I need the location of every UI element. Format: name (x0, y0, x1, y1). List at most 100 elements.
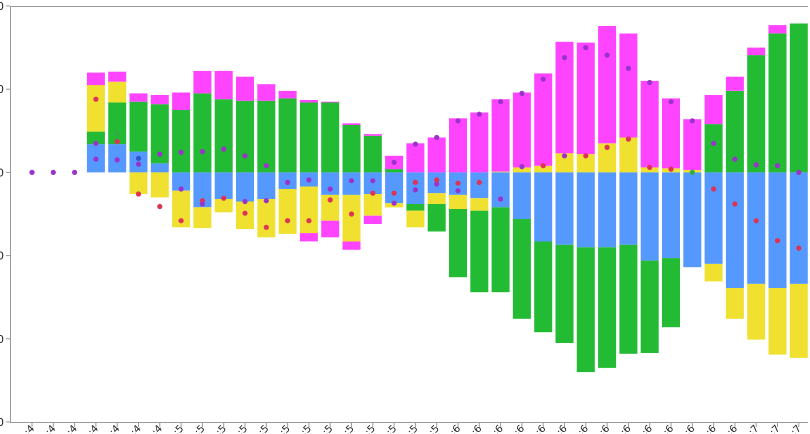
bar-segment-yellow (129, 172, 148, 194)
bar-segment-blue (619, 172, 638, 245)
bar-segment-magenta (768, 25, 787, 34)
bar-segment-yellow (747, 283, 766, 340)
y-tick-label: 0 (0, 166, 4, 179)
bar-segment-magenta (619, 33, 638, 138)
x-tick-label: :6 (448, 423, 463, 434)
bar-segment-yellow (534, 165, 553, 173)
bar-segment-magenta (299, 233, 318, 242)
bar-segment-blue (214, 172, 233, 199)
data-point-purple (732, 156, 738, 162)
x-tick-label: :6 (683, 423, 698, 434)
x-tick-label: :4 (65, 423, 80, 434)
x-tick-label: :4 (86, 423, 101, 434)
bar-segment-blue (576, 172, 595, 248)
data-point-purple (668, 99, 674, 105)
data-point-purple (285, 179, 291, 185)
data-point-red (625, 136, 632, 142)
x-tick-label: :6 (598, 423, 613, 434)
x-tick-label: :7 (768, 423, 783, 434)
bar-segment-magenta (427, 137, 446, 173)
bar-segment-yellow (214, 199, 233, 213)
bar-segment-magenta (342, 123, 361, 125)
bar-segment-magenta (363, 134, 382, 136)
data-point-red (412, 179, 418, 185)
data-point-red (263, 224, 269, 230)
bar-segment-green (257, 100, 276, 173)
bar-segment-blue (172, 172, 191, 191)
data-point-red (135, 191, 142, 197)
bar-segment-magenta (342, 241, 361, 250)
data-point-purple (29, 169, 35, 175)
bars-group (86, 23, 808, 373)
data-point-purple (135, 161, 142, 167)
data-point-purple (242, 198, 248, 205)
bar-segment-green (321, 102, 340, 173)
y-tick-label: 00 (0, 416, 4, 429)
y-tick-label: 00 (0, 83, 4, 96)
bar-segment-blue (150, 163, 169, 173)
bar-segment-green (619, 244, 638, 354)
data-point-red (178, 218, 184, 224)
bar-segment-magenta (257, 84, 276, 101)
data-point-red (604, 144, 610, 150)
data-point-purple (370, 178, 376, 184)
data-point-purple (711, 140, 717, 146)
data-point-red (583, 153, 589, 159)
data-point-red (114, 139, 120, 145)
bar-segment-magenta (406, 143, 425, 173)
data-point-purple (114, 157, 120, 163)
bar-segment-green (299, 102, 318, 173)
x-tick-label: :5 (257, 423, 272, 434)
x-tick-label: :7 (789, 423, 804, 434)
x-tick-label: :4 (44, 423, 59, 434)
bar-segment-magenta (193, 70, 212, 94)
bar-segment-magenta (683, 119, 702, 170)
x-tick-label: :5 (406, 423, 421, 434)
bar-segment-yellow (427, 193, 446, 204)
data-point-purple (412, 141, 418, 147)
data-point-purple (412, 187, 418, 193)
bar-segment-green (172, 110, 191, 173)
data-point-red (348, 211, 355, 217)
bar-segment-magenta (299, 100, 318, 103)
bar-segment-green (150, 104, 169, 164)
bar-segment-green (470, 210, 489, 293)
data-point-purple (583, 45, 589, 51)
bar-segment-blue (704, 172, 723, 264)
bar-segment-magenta (108, 71, 127, 82)
bar-segment-green (427, 204, 446, 232)
bar-segment-magenta (363, 215, 382, 224)
bar-segment-blue (470, 172, 489, 199)
data-point-purple (434, 134, 440, 141)
bar-segment-blue (385, 172, 404, 204)
bar-segment-green (406, 204, 425, 211)
bar-segment-yellow (278, 189, 297, 234)
x-tick-label: :5 (427, 423, 442, 434)
data-point-green (689, 169, 695, 175)
bar-segment-green (662, 258, 680, 328)
bar-segment-yellow (789, 283, 808, 358)
bar-segment-blue (640, 172, 659, 261)
data-point-red (647, 164, 653, 170)
bar-segment-yellow (704, 263, 723, 282)
x-tick-label: :4 (150, 423, 165, 434)
data-point-red (285, 218, 291, 224)
data-point-red (157, 203, 163, 210)
bar-segment-yellow (768, 288, 787, 355)
bar-segment-green (363, 135, 382, 173)
x-tick-label: :6 (470, 423, 485, 434)
bar-segment-yellow (406, 210, 425, 228)
x-tick-label: :5 (235, 423, 250, 434)
x-tick-label: :4 (22, 423, 37, 434)
data-point-purple (498, 196, 504, 202)
bar-segment-blue (257, 172, 276, 199)
bar-segment-blue (725, 172, 744, 288)
bar-segment-blue (491, 172, 510, 208)
data-point-purple (157, 151, 163, 157)
bar-segment-magenta (214, 70, 233, 100)
data-point-purple (434, 181, 440, 187)
data-point-purple (263, 163, 269, 169)
data-point-purple (625, 65, 632, 71)
data-point-red (732, 201, 738, 207)
